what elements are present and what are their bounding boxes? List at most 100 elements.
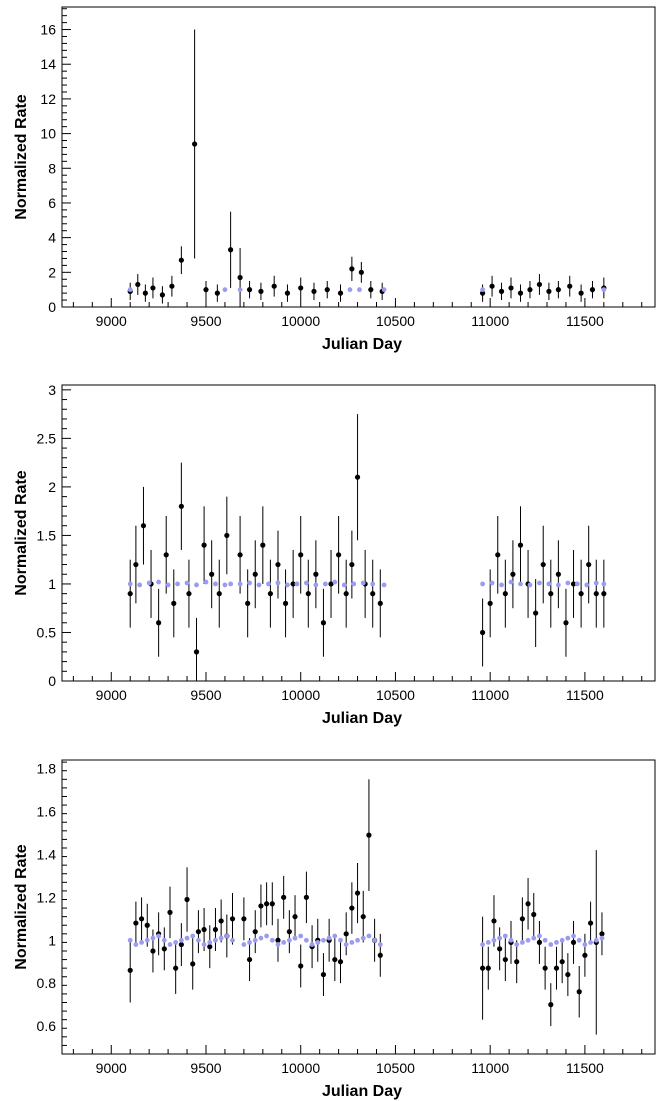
data-point: [510, 571, 516, 577]
y-tick-label: 2: [48, 264, 56, 280]
data-point: [258, 903, 264, 909]
data-point: [290, 581, 296, 587]
model-point: [146, 580, 152, 586]
model-point: [588, 940, 593, 945]
data-point: [495, 552, 501, 558]
x-axis-title: Julian Day: [322, 710, 402, 727]
data-point: [135, 281, 141, 288]
model-point: [565, 580, 571, 586]
x-tick-label: 11500: [566, 1060, 604, 1076]
data-point: [218, 918, 224, 924]
model-point: [264, 933, 270, 939]
model-point: [222, 582, 228, 588]
data-point: [491, 918, 497, 924]
model-point: [252, 937, 258, 943]
model-point: [190, 933, 196, 939]
data-point: [565, 971, 571, 978]
model-point: [489, 580, 495, 586]
x-tick-label: 11500: [566, 687, 604, 703]
data-point: [161, 946, 167, 952]
data-point: [559, 959, 565, 965]
data-point: [237, 274, 243, 281]
data-point: [260, 542, 266, 548]
model-point: [497, 935, 503, 941]
data-point: [298, 552, 304, 558]
plot-frame: [61, 759, 656, 1055]
data-point: [127, 967, 133, 973]
data-point: [349, 561, 355, 568]
data-point: [368, 287, 374, 293]
y-tick-label: 0: [48, 673, 56, 689]
model-point: [326, 935, 332, 941]
data-point: [216, 591, 222, 597]
model-point: [196, 937, 201, 943]
data-point: [178, 941, 184, 948]
x-tick-label: 9000: [96, 687, 127, 703]
data-point: [190, 961, 196, 967]
data-point: [311, 288, 317, 294]
model-point: [582, 942, 588, 947]
data-point: [370, 591, 376, 597]
model-point: [546, 581, 552, 587]
model-point: [360, 580, 366, 586]
y-tick-label: 12: [40, 91, 56, 107]
data-point: [224, 532, 230, 539]
model-point: [175, 581, 180, 587]
data-point: [536, 281, 543, 288]
model-point: [194, 582, 199, 588]
data-point: [366, 832, 372, 838]
data-point: [531, 911, 537, 918]
model-point: [527, 582, 533, 588]
data-point: [142, 290, 148, 296]
data-point: [479, 965, 486, 971]
model-point: [576, 937, 582, 943]
model-point: [203, 579, 209, 585]
model-point: [309, 942, 315, 947]
model-point: [269, 937, 275, 943]
model-point: [347, 287, 353, 293]
data-point: [178, 503, 184, 509]
y-tick-label: 6: [48, 195, 56, 211]
model-point: [241, 942, 247, 947]
model-point: [377, 942, 383, 947]
x-tick-label: 10500: [376, 1060, 415, 1076]
data-point: [167, 909, 173, 915]
plot-frame: [61, 384, 656, 682]
data-point: [140, 523, 147, 529]
data-point: [201, 926, 207, 933]
data-point: [159, 292, 166, 298]
model-point: [237, 287, 243, 293]
x-axis-title: Julian Day: [322, 1083, 402, 1100]
data-point: [264, 901, 270, 907]
data-point: [133, 561, 139, 568]
data-point: [209, 571, 215, 577]
model-point: [247, 940, 252, 945]
data-point: [133, 920, 139, 926]
y-tick-label: 8: [48, 160, 56, 176]
data-point: [193, 649, 200, 655]
x-tick-label: 10000: [281, 1060, 320, 1076]
model-point: [349, 940, 355, 945]
data-point: [489, 283, 495, 289]
y-tick-label: 16: [40, 22, 56, 38]
y-tick-label: 1.4: [37, 846, 57, 862]
model-point: [303, 937, 309, 943]
model-point: [127, 287, 133, 293]
model-point: [156, 579, 162, 585]
data-point: [324, 287, 330, 293]
model-point: [542, 937, 548, 943]
model-point: [525, 937, 531, 943]
data-point: [555, 571, 561, 577]
model-point: [537, 933, 542, 939]
model-point: [593, 580, 599, 586]
model-point: [584, 582, 590, 588]
data-point: [587, 920, 594, 926]
data-point: [186, 591, 192, 597]
model-point: [201, 942, 207, 947]
data-point: [508, 285, 514, 291]
model-point: [480, 942, 485, 947]
model-point: [574, 581, 580, 587]
data-point: [169, 283, 175, 289]
x-tick-label: 10000: [281, 687, 320, 703]
